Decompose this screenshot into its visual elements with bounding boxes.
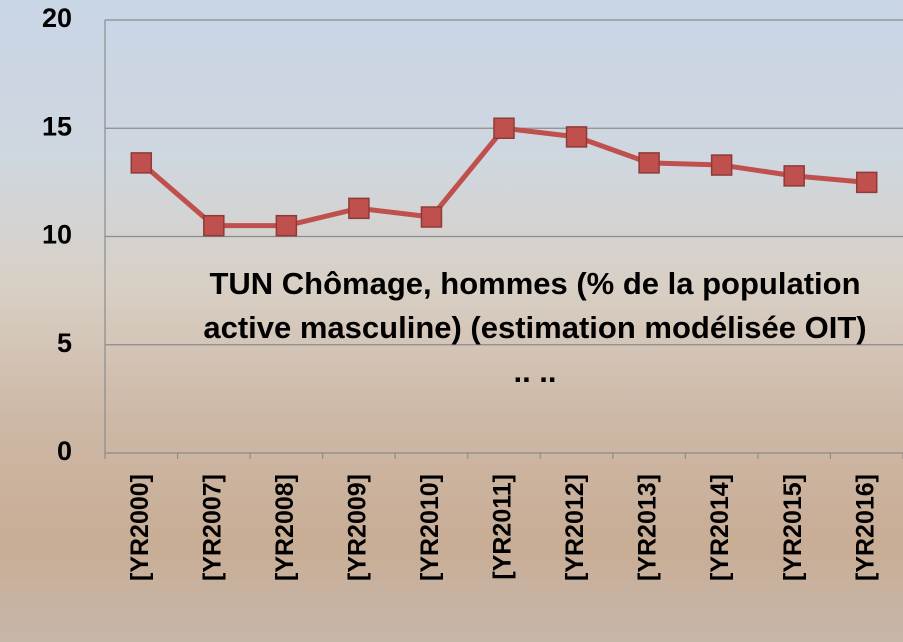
x-tick-label: [YR2010]	[416, 474, 444, 581]
x-tick-label: [YR2000]	[126, 474, 154, 581]
x-tick-label: [YR2012]	[561, 474, 589, 581]
marker	[349, 198, 369, 218]
marker	[204, 216, 224, 236]
marker	[131, 153, 151, 173]
x-tick-label: [YR2015]	[779, 474, 807, 581]
x-tick-label: [YR2008]	[271, 474, 299, 581]
y-tick-label: 10	[42, 220, 72, 250]
y-tick-label: 0	[57, 436, 72, 466]
marker	[494, 118, 514, 138]
page: 0 5 10 15 20 [YR2000] [YR2007] [YR2008] [YR2009]…	[0, 0, 903, 642]
marker	[639, 153, 659, 173]
chart-title: TUN Chômage, hommes (% de la population …	[195, 262, 875, 394]
x-tick-label: [YR2009]	[344, 474, 372, 581]
y-tick-label: 5	[57, 328, 72, 358]
marker	[421, 207, 441, 227]
x-tick-label: [YR2014]	[706, 474, 734, 581]
marker	[276, 216, 296, 236]
y-tick-label: 20	[42, 3, 72, 33]
x-tick-label: [YR2013]	[634, 474, 662, 581]
x-tick-label: [YR2011]	[489, 474, 517, 580]
marker	[712, 155, 732, 175]
y-tick-label: 15	[42, 111, 72, 141]
x-tick-label: [YR2016]	[851, 474, 879, 581]
x-tick-label: [YR2007]	[198, 474, 226, 581]
series-line	[141, 128, 866, 225]
marker	[857, 172, 877, 192]
marker	[784, 166, 804, 186]
marker	[567, 127, 587, 147]
